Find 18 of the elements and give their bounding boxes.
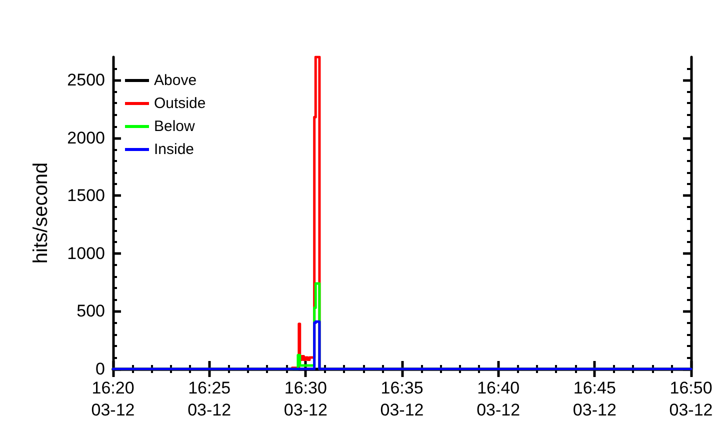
- x-tick-label: 16:50 03-12: [669, 378, 713, 420]
- legend-label: Outside: [154, 95, 206, 112]
- y-tick-label: 0: [96, 360, 105, 378]
- y-tick-label: 2500: [67, 70, 105, 90]
- x-tick-label: 16:35 03-12: [380, 378, 424, 420]
- x-tick-label: 16:30 03-12: [284, 378, 328, 420]
- x-tick-label: 16:45 03-12: [572, 378, 616, 420]
- x-tick-label: 16:40 03-12: [476, 378, 520, 420]
- legend-label: Above: [154, 72, 197, 89]
- y-tick-label: 500: [76, 302, 105, 321]
- x-tick-label: 16:25 03-12: [188, 378, 232, 420]
- y-tick-label: 1000: [67, 244, 105, 263]
- x-tick-label: 16:20 03-12: [91, 378, 135, 420]
- y-tick-label: 1500: [67, 186, 105, 206]
- y-axis-title: hits/second: [30, 162, 52, 264]
- legend-label: Below: [154, 118, 196, 135]
- y-tick-label: 2000: [67, 128, 105, 148]
- legend-label: Inside: [154, 141, 194, 158]
